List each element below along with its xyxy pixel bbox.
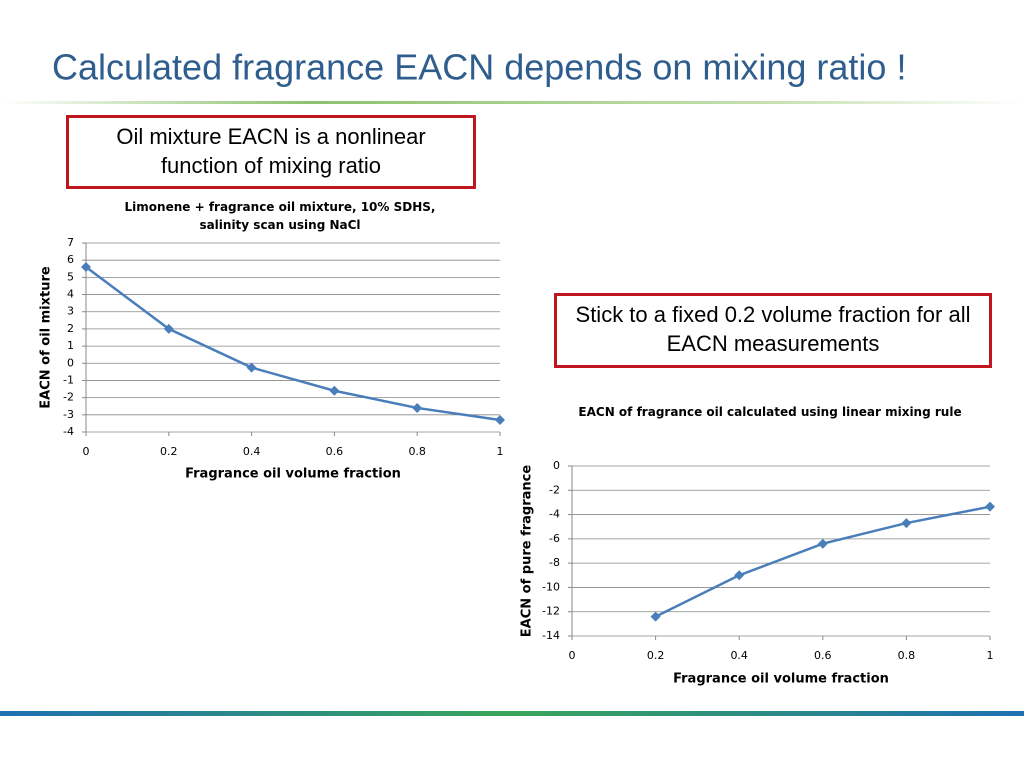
marker [412, 402, 423, 413]
y-tick-label: 0 [553, 459, 560, 472]
callout-text: Oil mixture EACN is a nonlinear function… [66, 115, 476, 189]
x-tick-label: 0.4 [243, 445, 261, 458]
y-tick-label: -4 [63, 425, 74, 438]
marker [495, 414, 505, 425]
y-tick-label: 0 [67, 356, 74, 369]
x-tick-label: 0.2 [647, 649, 665, 662]
callout-text: Stick to a fixed 0.2 volume fraction for… [554, 293, 992, 368]
x-axis-label: Fragrance oil volume fraction [185, 467, 401, 482]
title-rule [0, 101, 1024, 104]
footer-band [0, 711, 1024, 716]
y-tick-label: -8 [549, 556, 560, 569]
marker [81, 262, 91, 273]
y-tick-label: -2 [549, 483, 560, 496]
y-tick-label: 1 [67, 339, 74, 352]
x-tick-label: 0 [569, 649, 576, 662]
marker [817, 538, 828, 549]
y-axis-label: EACN of pure fragrance [520, 465, 535, 638]
marker [163, 323, 174, 334]
slide-title: Calculated fragrance EACN depends on mix… [52, 47, 906, 88]
series-line [655, 505, 991, 618]
y-tick-label: 7 [67, 236, 74, 249]
y-tick-label: 3 [67, 305, 74, 318]
marker [985, 501, 995, 512]
y-tick-label: 2 [67, 322, 74, 335]
y-tick-label: -1 [63, 373, 74, 386]
chart-title: Limonene + fragrance oil mixture, 10% SD… [124, 200, 436, 232]
y-tick-label: 5 [67, 270, 74, 283]
x-tick-label: 0.8 [898, 649, 916, 662]
x-tick-label: 0.6 [814, 649, 832, 662]
callout: Oil mixture EACN is a nonlinear function… [66, 115, 476, 189]
y-tick-label: -2 [63, 391, 74, 404]
x-tick-label: 0.2 [160, 445, 178, 458]
marker [246, 362, 257, 373]
y-tick-label: 6 [67, 253, 74, 266]
y-tick-label: -14 [542, 629, 560, 642]
y-tick-label: -12 [542, 605, 560, 618]
callout: Stick to a fixed 0.2 volume fraction for… [554, 293, 992, 368]
chart-title-box: EACN of fragrance oil calculated using l… [578, 405, 962, 419]
marker [734, 570, 745, 581]
x-tick-label: 0 [83, 445, 90, 458]
marker [650, 611, 661, 622]
marker [901, 518, 912, 529]
x-tick-label: 1 [987, 649, 994, 662]
y-axis-label: EACN of oil mixture [39, 266, 54, 409]
y-tick-label: 4 [67, 288, 74, 301]
x-tick-label: 1 [497, 445, 504, 458]
x-tick-label: 0.6 [326, 445, 344, 458]
x-axis-label: Fragrance oil volume fraction [673, 672, 889, 687]
marker [329, 385, 340, 396]
x-tick-label: 0.8 [408, 445, 426, 458]
y-tick-label: -6 [549, 532, 560, 545]
y-tick-label: -10 [542, 580, 560, 593]
series-line [85, 266, 501, 422]
y-tick-label: -4 [549, 508, 560, 521]
y-tick-label: -3 [63, 408, 74, 421]
x-tick-label: 0.4 [730, 649, 748, 662]
chart-title: EACN of fragrance oil calculated using l… [578, 405, 962, 419]
chart-title-box: Limonene + fragrance oil mixture, 10% SD… [124, 200, 436, 232]
